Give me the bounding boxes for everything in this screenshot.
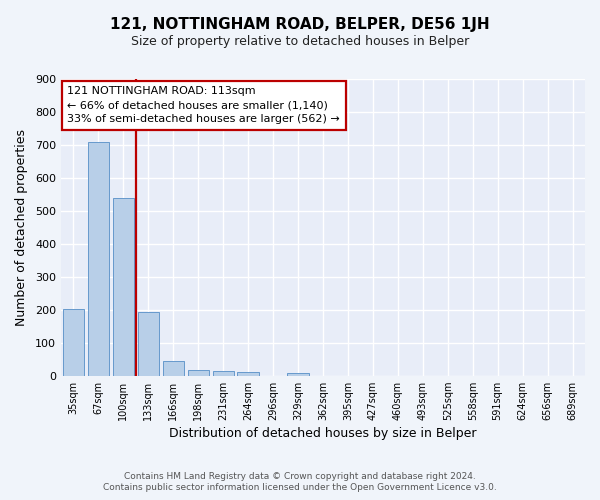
Bar	[287, 373, 308, 376]
Bar	[188, 370, 209, 376]
Text: Size of property relative to detached houses in Belper: Size of property relative to detached ho…	[131, 35, 469, 48]
Bar	[163, 361, 184, 376]
Bar	[63, 309, 84, 376]
Bar	[137, 312, 159, 376]
Text: Contains HM Land Registry data © Crown copyright and database right 2024.
Contai: Contains HM Land Registry data © Crown c…	[103, 472, 497, 492]
Bar	[88, 142, 109, 376]
Text: 121, NOTTINGHAM ROAD, BELPER, DE56 1JH: 121, NOTTINGHAM ROAD, BELPER, DE56 1JH	[110, 18, 490, 32]
Bar	[238, 372, 259, 376]
Text: 121 NOTTINGHAM ROAD: 113sqm
← 66% of detached houses are smaller (1,140)
33% of : 121 NOTTINGHAM ROAD: 113sqm ← 66% of det…	[67, 86, 340, 124]
Bar	[113, 198, 134, 376]
Bar	[212, 372, 234, 376]
X-axis label: Distribution of detached houses by size in Belper: Distribution of detached houses by size …	[169, 427, 477, 440]
Y-axis label: Number of detached properties: Number of detached properties	[15, 129, 28, 326]
